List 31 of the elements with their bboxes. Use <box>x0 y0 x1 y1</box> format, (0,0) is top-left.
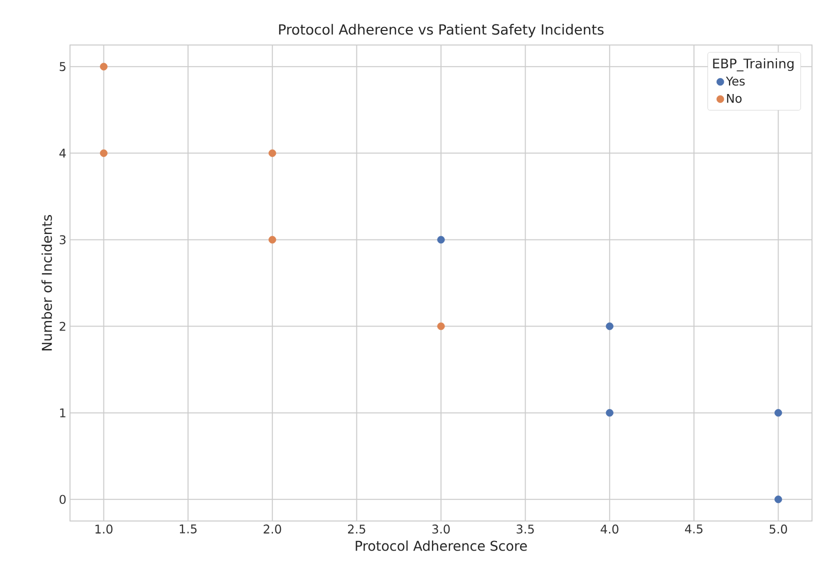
point <box>268 236 276 244</box>
x-tick-label: 5.0 <box>770 524 788 534</box>
point <box>774 409 782 417</box>
point <box>774 496 782 504</box>
point <box>437 236 445 244</box>
y-axis-title: Number of Incidents <box>42 215 52 350</box>
y-tick-label: 1 <box>60 408 66 418</box>
point <box>606 322 614 330</box>
x-tick-label: 4.0 <box>600 524 618 534</box>
legend-label: Yes <box>726 76 745 86</box>
y-tick-label: 5 <box>60 62 66 72</box>
x-tick-label: 2.0 <box>264 524 282 534</box>
chart-title: Protocol Adherence vs Patient Safety Incidents <box>279 24 604 38</box>
x-tick-label: 3.5 <box>516 524 534 534</box>
legend-title: EBP_Training <box>713 58 794 72</box>
y-tick-label: 4 <box>59 148 66 158</box>
point <box>606 409 614 417</box>
x-tick-label: 3.0 <box>432 524 450 534</box>
x-axis-title: Protocol Adherence Score <box>356 540 527 551</box>
y-tick-label: 2 <box>60 322 66 331</box>
point <box>100 149 108 157</box>
x-tick-label: 2.5 <box>348 524 366 534</box>
x-tick-label: 1.0 <box>96 524 112 534</box>
point <box>268 149 276 157</box>
point <box>100 62 108 70</box>
point <box>437 322 445 330</box>
y-tick-label: 0 <box>60 494 66 504</box>
y-tick-label: 3 <box>60 235 66 244</box>
x-tick-label: 4.5 <box>684 524 702 534</box>
legend-label: No <box>727 94 742 103</box>
x-tick-label: 1.5 <box>180 524 197 534</box>
